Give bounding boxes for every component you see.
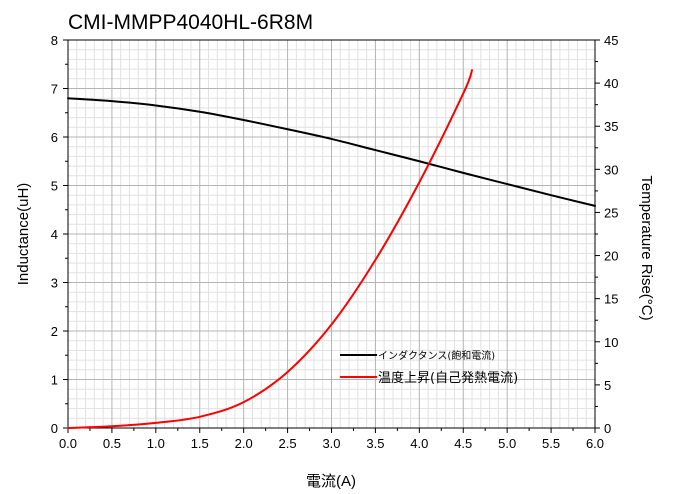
legend: インダクタンス(飽和電流) 温度上昇(自己発熱電流) — [340, 349, 518, 386]
y-right-tick-label: 25 — [604, 205, 618, 220]
y-left-tick-label: 6 — [51, 130, 58, 145]
y-right-tick-label: 35 — [604, 119, 618, 134]
x-tick-label: 3.0 — [322, 436, 340, 451]
y-left-tick-label: 2 — [51, 324, 58, 339]
y-left-tick-label: 7 — [51, 82, 58, 97]
x-tick-label: 2.0 — [235, 436, 253, 451]
x-axis-title: 電流(A) — [306, 473, 356, 490]
y-right-tick-label: 5 — [604, 378, 611, 393]
y-right-tick-labels: 0 5 10 15 20 25 30 35 40 45 — [604, 33, 618, 436]
y-left-tick-label: 4 — [51, 227, 58, 242]
y-right-tick-label: 15 — [604, 292, 618, 307]
y-left-tick-label: 0 — [51, 421, 58, 436]
y-left-tick-label: 8 — [51, 33, 58, 48]
x-tick-label: 5.5 — [542, 436, 560, 451]
x-tick-label: 2.5 — [279, 436, 297, 451]
y-right-axis-title: Temperature Rise(°C) — [638, 175, 655, 320]
y-left-tick-label: 1 — [51, 373, 58, 388]
y-right-tick-label: 30 — [604, 162, 618, 177]
x-tick-labels: 0.0 0.5 1.0 1.5 2.0 2.5 3.0 3.5 4.0 4.5 5.0 5.5 6.0 — [59, 436, 604, 451]
x-tick-label: 5.0 — [498, 436, 516, 451]
y-right-tick-label: 20 — [604, 249, 618, 264]
series-line-inductance — [67, 97, 596, 207]
legend-label-inductance: インダクタンス(飽和電流) — [378, 349, 495, 362]
x-tick-label: 1.5 — [191, 436, 209, 451]
legend-label-temperature: 温度上昇(自己発熱電流) — [378, 370, 518, 386]
y-right-tick-label: 0 — [604, 421, 611, 436]
x-tick-label: 4.5 — [454, 436, 472, 451]
y-left-tick-labels: 0 1 2 3 4 5 6 7 8 — [51, 33, 58, 436]
y-right-tick-label: 40 — [604, 76, 618, 91]
y-right-tick-label: 45 — [604, 33, 618, 48]
x-tick-label: 0.0 — [59, 436, 77, 451]
y-left-tick-label: 3 — [51, 276, 58, 291]
y-right-tick-label: 10 — [604, 335, 618, 350]
x-tick-label: 6.0 — [586, 436, 604, 451]
x-tick-label: 1.0 — [147, 436, 165, 451]
y-left-tick-label: 5 — [51, 179, 58, 194]
series-lines — [67, 69, 596, 429]
x-tick-label: 4.0 — [410, 436, 428, 451]
y-left-axis-title: Inductance(uH) — [15, 183, 32, 286]
axis-ticks — [63, 39, 600, 433]
x-tick-label: 3.5 — [366, 436, 384, 451]
chart-title: CMI-MMPP4040HL-6R8M — [68, 11, 313, 34]
series-line-temperature — [67, 69, 474, 429]
x-tick-label: 0.5 — [103, 436, 121, 451]
